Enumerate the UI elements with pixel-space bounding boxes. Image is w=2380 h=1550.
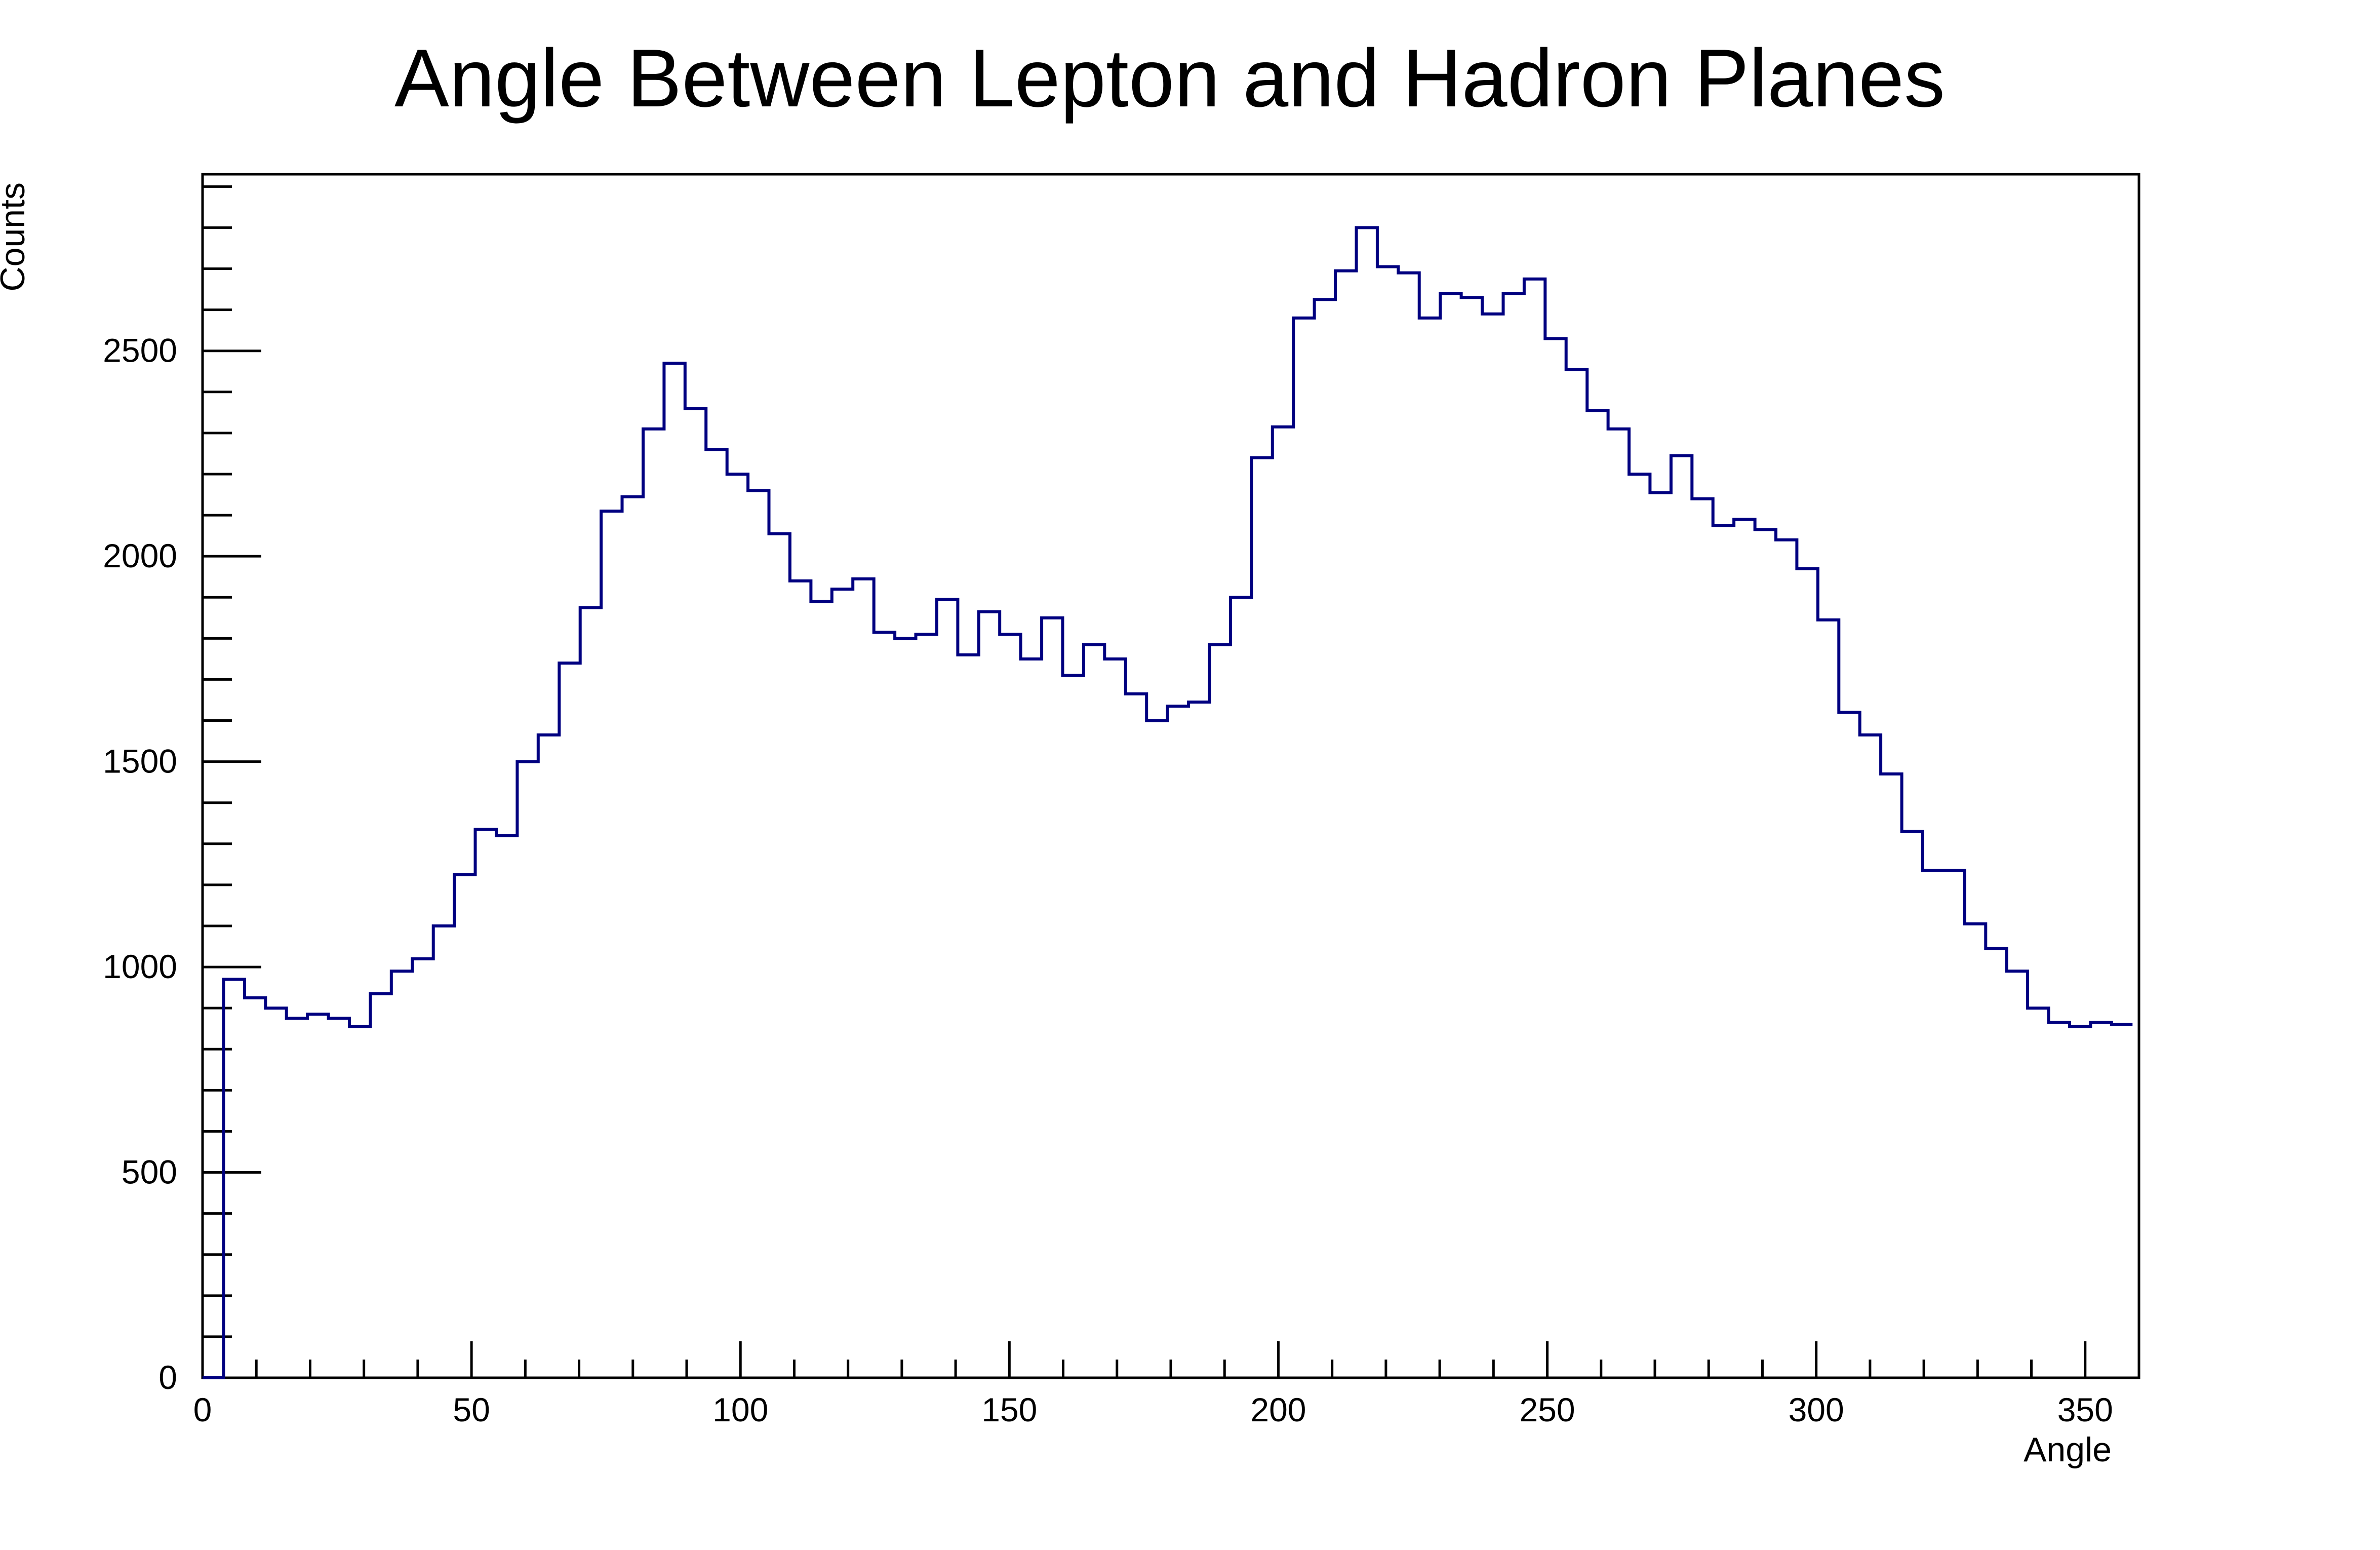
y-tick-label: 2500 [103, 332, 177, 369]
x-axis-tick-labels: 0 50 100 150 200 250 300 350 [193, 1391, 2113, 1428]
x-tick-label: 50 [453, 1391, 490, 1428]
plot-frame [201, 173, 2140, 1379]
y-tick-label: 1500 [103, 743, 177, 780]
x-axis-ticks [201, 1341, 2140, 1378]
y-tick-label: 1000 [103, 948, 177, 985]
y-tick-label: 0 [158, 1359, 177, 1396]
y-tick-label: 500 [122, 1153, 177, 1191]
y-tick-label: 2000 [103, 537, 177, 574]
histogram-series-line [203, 226, 2133, 1379]
chart-title: Angle Between Lepton and Hadron Planes [394, 32, 1945, 124]
x-tick-label: 0 [193, 1391, 212, 1428]
x-axis-title: Angle [2024, 1430, 2112, 1469]
y-axis-tick-labels: 0 500 1000 1500 2000 2500 [103, 332, 177, 1396]
y-axis-title: Counts [0, 182, 32, 291]
y-axis-ticks [203, 185, 261, 1379]
x-tick-label: 250 [1519, 1391, 1575, 1428]
x-tick-label: 100 [712, 1391, 768, 1428]
x-tick-label: 200 [1250, 1391, 1306, 1428]
x-tick-label: 300 [1789, 1391, 1844, 1428]
x-tick-label: 150 [981, 1391, 1037, 1428]
x-tick-label: 350 [2057, 1391, 2113, 1428]
